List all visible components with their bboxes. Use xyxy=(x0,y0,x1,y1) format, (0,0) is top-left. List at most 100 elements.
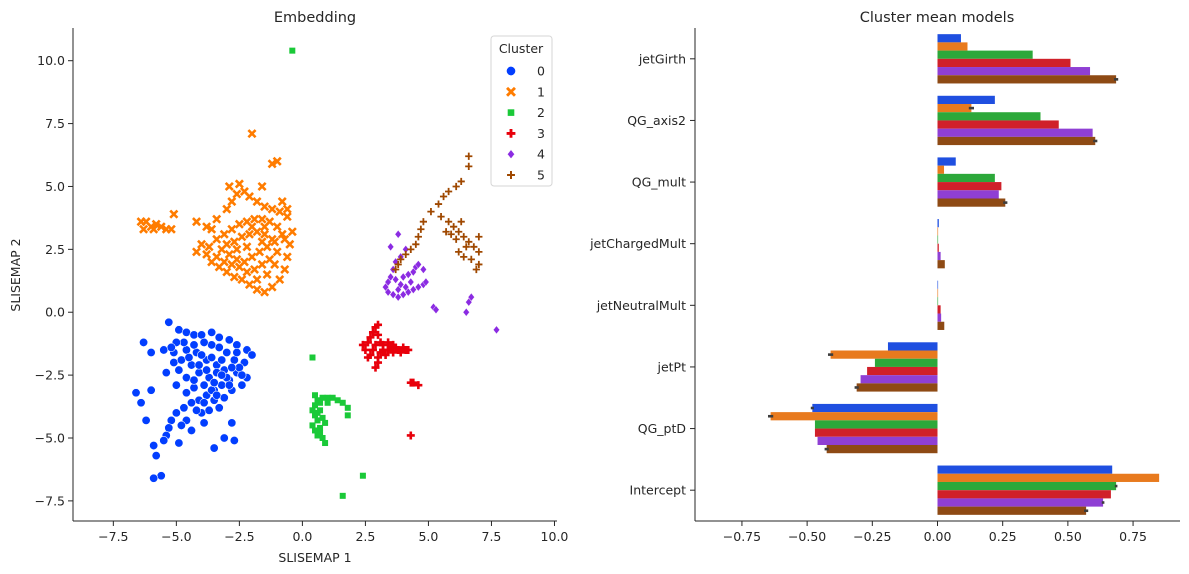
scatter-y-tick-label: −5.0 xyxy=(35,430,65,445)
cluster-0-point xyxy=(207,353,217,363)
bar-x-tick-label: 0.75 xyxy=(1119,529,1147,544)
cluster-4-point xyxy=(409,285,417,294)
cluster-3-point xyxy=(374,330,383,339)
cluster-1-point xyxy=(204,242,214,252)
cluster-1-point xyxy=(244,192,254,202)
cluster-1-point xyxy=(222,204,232,214)
cluster-1-point xyxy=(275,275,285,285)
cluster-1-point xyxy=(169,209,179,219)
cluster-3-point xyxy=(368,345,377,354)
legend-label-5: 5 xyxy=(537,168,545,183)
cluster-4-point xyxy=(394,285,402,294)
cluster-2-point xyxy=(344,412,351,419)
cluster-0-point xyxy=(176,355,186,365)
cluster-2-point xyxy=(314,409,321,416)
cluster-1-point xyxy=(242,267,252,277)
bar-QG_ptD-cluster-3 xyxy=(814,428,938,437)
cluster-0-point xyxy=(217,355,227,365)
cluster-0-point xyxy=(131,388,141,398)
cluster-1-point xyxy=(270,259,280,269)
cluster-1-point xyxy=(260,287,270,297)
legend-label-0: 0 xyxy=(537,64,545,79)
bar-jetPt-cluster-0 xyxy=(887,342,938,351)
cluster-0-point xyxy=(159,345,169,355)
bar-jetPt-cluster-3 xyxy=(867,366,938,376)
cluster-0-point xyxy=(166,415,176,425)
legend-label-1: 1 xyxy=(537,84,545,99)
cluster-1-point xyxy=(257,237,267,247)
bar-jetGirth-cluster-0 xyxy=(937,34,961,43)
bar-QG_mult-cluster-2 xyxy=(937,173,995,183)
bar-category-label-QG_mult: QG_mult xyxy=(632,175,686,190)
bar-Intercept-cluster-4 xyxy=(937,498,1104,507)
cluster-0-point xyxy=(237,380,247,390)
bar-jetGirth-cluster-5 xyxy=(937,75,1117,84)
cluster-0-point xyxy=(146,385,156,395)
cluster-0-point xyxy=(181,327,191,337)
cluster-2-point xyxy=(317,399,324,406)
cluster-0-point xyxy=(207,327,217,337)
cluster-2-point xyxy=(322,419,329,426)
bar-QG_axis2-cluster-3 xyxy=(937,120,1059,129)
bar-category-label-Intercept: Intercept xyxy=(630,483,687,498)
cluster-2-point xyxy=(312,402,318,409)
cluster-1-point xyxy=(227,224,237,234)
cluster-2-point xyxy=(309,407,316,414)
cluster-0-point xyxy=(181,373,191,383)
cluster-3-point xyxy=(396,348,405,357)
bar-jetNeutralMult-cluster-3 xyxy=(937,305,941,314)
cluster-2-point xyxy=(314,432,321,439)
cluster-2-point xyxy=(322,440,329,447)
scatter-axes xyxy=(72,28,557,522)
cluster-1-point xyxy=(202,222,212,232)
cluster-0-point xyxy=(224,335,234,345)
cluster-0-point xyxy=(212,390,222,400)
cluster-5-point xyxy=(475,233,483,241)
bar-jetPt-cluster-4 xyxy=(860,375,938,384)
bar-QG_ptD-cluster-4 xyxy=(817,436,938,445)
cluster-1-point xyxy=(224,249,234,259)
cluster-0-point xyxy=(194,368,204,378)
cluster-3-point xyxy=(358,340,367,349)
scatter-y-tick-label: −2.5 xyxy=(35,368,65,383)
cluster-3-point xyxy=(409,378,418,387)
cluster-1-point xyxy=(219,229,229,239)
cluster-1-point xyxy=(166,224,176,234)
cluster-0-point xyxy=(199,398,209,408)
bar-QG_axis2-cluster-4 xyxy=(937,128,1093,137)
cluster-1-point xyxy=(139,224,149,234)
cluster-0-point xyxy=(149,441,159,451)
cluster-5-point xyxy=(437,213,445,221)
cluster-5-point xyxy=(394,260,402,269)
cluster-4-point xyxy=(414,282,422,292)
bar-category-label-QG_axis2: QG_axis2 xyxy=(627,113,686,128)
cluster-0-point xyxy=(209,378,219,388)
scatter-x-ticks: −7.5 −5.0 −2.5 0.0 2.5 5.0 7.5 10.0 xyxy=(98,521,568,544)
bar-category-label-QG_ptD: QG_ptD xyxy=(638,421,686,436)
cluster-0-point xyxy=(199,418,209,428)
cluster-0-point xyxy=(139,337,149,347)
bar-Intercept-cluster-1 xyxy=(937,473,1160,482)
bar-jetPt-cluster-1 xyxy=(830,350,938,359)
bar-QG_axis2-cluster-5 xyxy=(937,136,1096,146)
scatter-y-tick-label: 2.5 xyxy=(45,242,65,257)
cluster-3-point xyxy=(376,348,385,357)
cluster-1-point xyxy=(234,262,244,272)
cluster-0-point xyxy=(151,451,161,461)
cluster-1-point xyxy=(192,247,202,257)
scatter-y-tick-label: −7.5 xyxy=(35,493,65,508)
cluster-5-point xyxy=(392,265,400,274)
cluster-0-point xyxy=(149,473,159,483)
cluster-0-point xyxy=(189,383,199,393)
bar-jetChargedMult-cluster-4 xyxy=(937,251,941,261)
cluster-5-point xyxy=(445,218,453,226)
cluster-3-point xyxy=(361,345,370,354)
cluster-4-point xyxy=(384,287,392,297)
cluster-0-point xyxy=(189,375,199,385)
cluster-0-point xyxy=(224,380,234,390)
cluster-2-point xyxy=(319,394,326,401)
cluster-2-point xyxy=(334,397,341,404)
cluster-5-point xyxy=(407,245,415,253)
cluster-4-point xyxy=(407,277,415,287)
